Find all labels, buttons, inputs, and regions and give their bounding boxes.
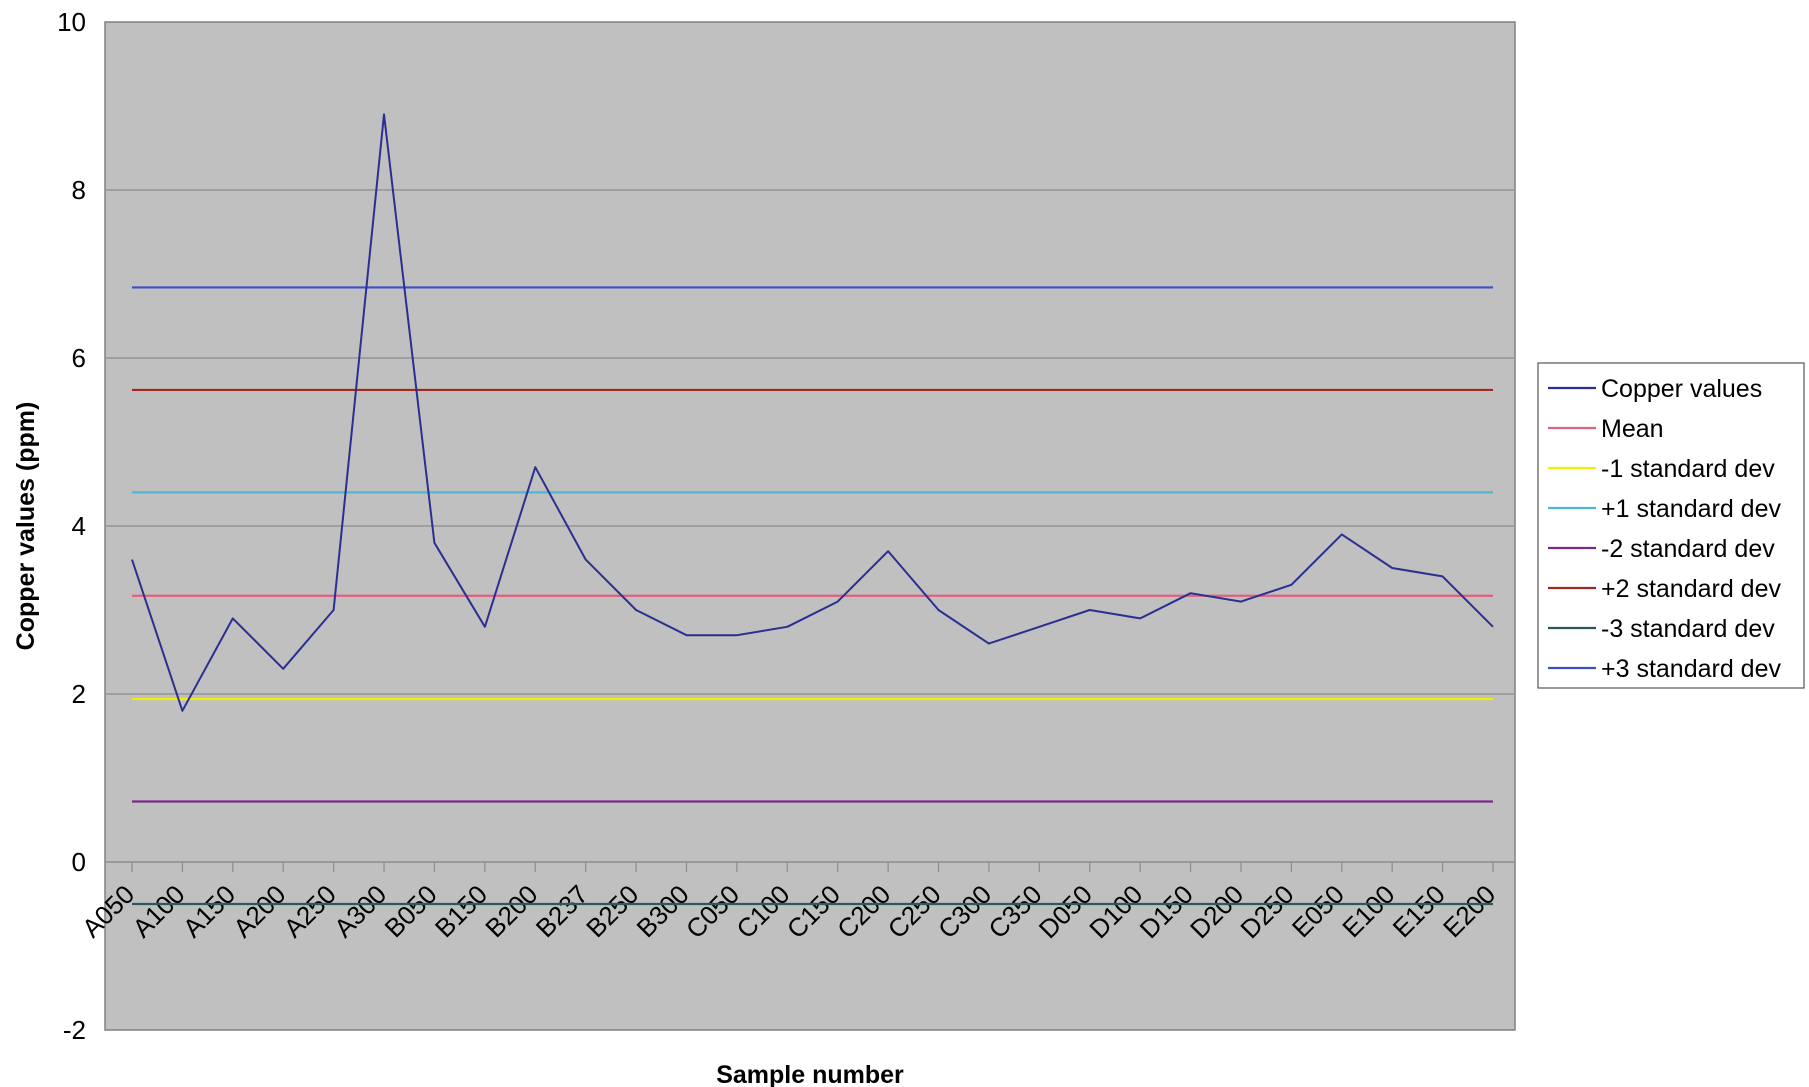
y-tick-label: 8 [72,175,86,205]
y-tick-label: 4 [72,511,86,541]
y-tick-label: 6 [72,343,86,373]
y-axis-ticks: -2 0 2 4 6 8 10 [57,7,86,1045]
legend-box [1537,362,1805,689]
legend-label-1-standard-dev: -1 standard dev [1601,455,1775,483]
legend-label-3-standard-dev: +3 standard dev [1601,655,1781,683]
legend-label-1-standard-dev: +1 standard dev [1601,495,1781,523]
legend-label-3-standard-dev: -3 standard dev [1601,615,1775,643]
y-tick-label: 0 [72,847,86,877]
series [131,113,1494,906]
legend-label-2-standard-dev: +2 standard dev [1601,575,1781,603]
series-line-copper-values [131,113,1494,712]
legend-label-copper-values: Copper values [1601,375,1762,403]
y-tick-label: 10 [57,7,86,37]
y-tick-label: 2 [72,679,86,709]
legend: Copper values Mean -1 standard dev +1 stand… [1537,362,1805,689]
x-axis-title: Sample number [716,1061,904,1087]
y-axis-title: Copper values (ppm) [12,402,40,651]
legend-label-2-standard-dev: -2 standard dev [1601,535,1775,563]
legend-label-mean: Mean [1601,415,1664,443]
y-tick-label: -2 [63,1015,86,1045]
